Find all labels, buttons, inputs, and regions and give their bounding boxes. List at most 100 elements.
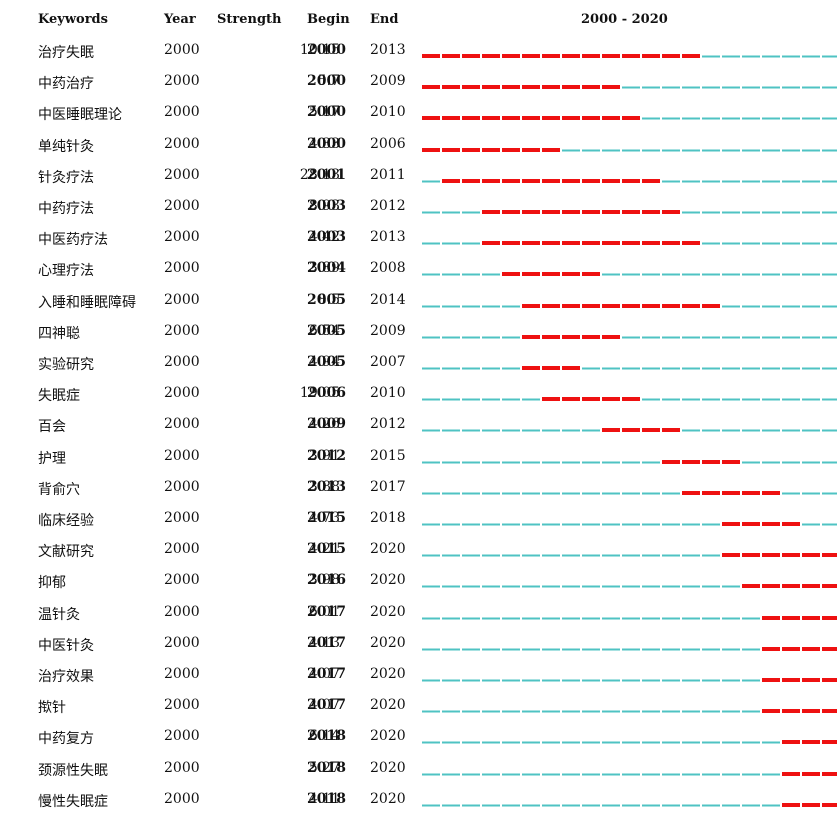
burst-segment	[502, 210, 520, 214]
burst-segment	[522, 366, 540, 370]
timeline-segment	[722, 773, 740, 776]
timeline-segment	[782, 242, 800, 245]
timeline-segment	[422, 180, 440, 183]
timeline-segment	[562, 773, 580, 776]
timeline-segment	[442, 554, 460, 557]
timeline-segment	[762, 367, 780, 370]
timeline-segment	[802, 492, 820, 495]
timeline-segment	[502, 461, 520, 464]
timeline-segment	[642, 554, 660, 557]
header-year: Year	[164, 12, 196, 27]
timeline-segment	[822, 523, 837, 526]
timeline-segment	[482, 398, 500, 401]
begin-cell: 2003	[307, 229, 346, 246]
burst-segment	[422, 54, 440, 58]
timeline-segment	[502, 773, 520, 776]
timeline-segment	[422, 585, 440, 588]
burst-segment	[602, 116, 620, 121]
timeline-segment	[682, 336, 700, 339]
timeline-segment	[802, 305, 820, 308]
timeline-segment	[702, 523, 720, 526]
timeline-segment	[782, 461, 800, 464]
burst-segment	[702, 490, 720, 495]
table-row: 四神聪 2000 6.54 2005 2009	[0, 317, 837, 348]
table-row: 背俞穴 2000 3.88 2013 2017	[0, 473, 837, 504]
timeline-segment	[722, 398, 740, 401]
timeline-segment	[702, 804, 720, 807]
burst-segment	[642, 210, 660, 214]
burst-segment	[802, 771, 820, 776]
timeline-segment	[482, 554, 500, 557]
timeline-bar	[422, 709, 837, 714]
timeline-segment	[822, 86, 837, 89]
burst-segment	[542, 116, 560, 121]
timeline-segment	[422, 367, 440, 370]
timeline-segment	[702, 273, 720, 276]
timeline-bar	[422, 116, 837, 121]
begin-cell: 2000	[307, 42, 346, 58]
timeline-bar	[422, 802, 837, 807]
burst-segment	[642, 178, 660, 183]
keyword-cell: 单纯针灸	[38, 138, 94, 155]
timeline-segment	[622, 773, 640, 776]
burst-segment	[442, 147, 460, 152]
burst-segment	[822, 584, 837, 589]
timeline-segment	[802, 336, 820, 339]
timeline-segment	[702, 86, 720, 89]
timeline-segment	[422, 398, 440, 401]
burst-segment	[502, 85, 520, 90]
end-cell: 2010	[370, 385, 406, 402]
timeline-segment	[702, 648, 720, 651]
timeline-segment	[802, 86, 820, 89]
keyword-cell: 文献研究	[38, 544, 94, 561]
timeline-segment	[442, 804, 460, 807]
burst-segment	[462, 54, 480, 58]
timeline-segment	[602, 773, 620, 776]
timeline-segment	[662, 648, 680, 651]
timeline-segment	[502, 617, 520, 620]
year-cell: 2000	[164, 510, 200, 526]
year-cell: 2000	[164, 354, 200, 370]
timeline-segment	[642, 492, 660, 495]
timeline-segment	[822, 367, 837, 370]
strength-cell: 10.15	[299, 42, 340, 58]
burst-segment	[602, 334, 620, 339]
timeline-segment	[482, 773, 500, 776]
burst-segment	[462, 85, 480, 90]
timeline-segment	[782, 117, 800, 120]
timeline-segment	[682, 617, 700, 620]
burst-segment	[562, 241, 580, 246]
strength-cell: 6.01	[308, 603, 340, 620]
burst-segment	[622, 241, 640, 246]
burst-segment	[482, 241, 500, 246]
timeline-segment	[562, 429, 580, 432]
burst-segment	[782, 709, 800, 714]
year-cell: 2000	[164, 634, 200, 651]
burst-segment	[682, 490, 700, 495]
burst-segment	[522, 272, 540, 277]
end-cell: 2020	[370, 541, 406, 558]
timeline-segment	[442, 211, 460, 214]
burst-segment	[662, 241, 680, 246]
timeline-segment	[582, 367, 600, 370]
timeline-segment	[782, 398, 800, 401]
year-cell: 2000	[164, 697, 200, 714]
burst-segment	[682, 241, 700, 246]
begin-cell: 2017	[307, 603, 346, 620]
timeline-segment	[582, 710, 600, 713]
timeline-bar	[422, 178, 837, 183]
timeline-segment	[762, 55, 780, 58]
timeline-segment	[662, 492, 680, 495]
keyword-cell: 中药疗法	[38, 201, 94, 217]
strength-cell: 28.13	[299, 166, 340, 183]
timeline-segment	[462, 336, 480, 339]
timeline-segment	[822, 305, 837, 308]
timeline-segment	[742, 648, 760, 651]
timeline-segment	[462, 242, 480, 245]
header-end: End	[370, 12, 399, 27]
timeline-segment	[622, 741, 640, 744]
year-cell: 2000	[164, 666, 200, 682]
begin-cell: 2003	[307, 198, 346, 214]
timeline-segment	[682, 273, 700, 276]
timeline-segment	[462, 679, 480, 682]
